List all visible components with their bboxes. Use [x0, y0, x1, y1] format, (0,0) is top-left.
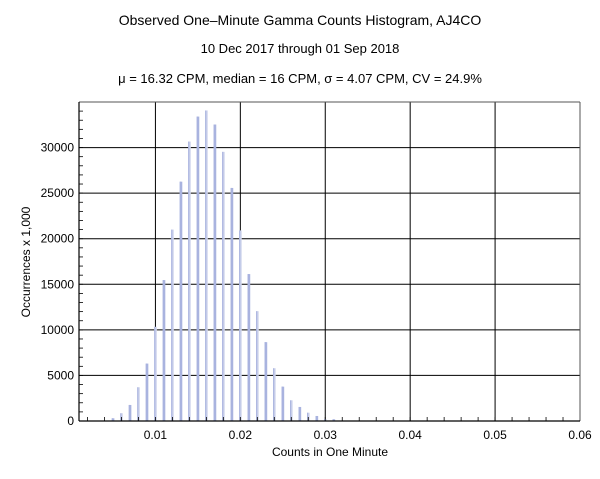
histogram-bar-edge	[273, 368, 275, 421]
histogram-bar	[298, 406, 302, 421]
histogram-bar-edge	[315, 415, 317, 421]
histogram-bar-edge	[128, 404, 130, 421]
histogram-bar-edge	[179, 181, 181, 421]
histogram-bar	[315, 415, 319, 421]
y-tick-label: 25000	[41, 186, 75, 200]
histogram-bar	[230, 187, 234, 421]
histogram-bar	[179, 181, 183, 421]
histogram-bar	[145, 363, 149, 421]
y-tick-label: 15000	[41, 277, 75, 291]
histogram-bar-edge	[120, 413, 122, 421]
histogram-bar	[213, 124, 217, 422]
histogram-bar	[162, 280, 166, 421]
histogram-bar	[222, 151, 225, 421]
x-tick-label: 0.03	[314, 428, 338, 442]
histogram-bar	[154, 326, 157, 421]
histogram-bar	[332, 419, 336, 421]
histogram-bar-edge	[281, 386, 283, 421]
histogram-bar	[239, 230, 242, 421]
y-tick-label: 0	[67, 414, 74, 428]
histogram-bar-edge	[213, 124, 215, 422]
histogram-bar-edge	[307, 412, 309, 421]
histogram-bar	[307, 412, 310, 421]
histogram-bar-edge	[162, 280, 164, 421]
histogram-bar	[111, 418, 115, 421]
x-tick-label: 0.02	[229, 428, 253, 442]
y-tick-label: 30000	[41, 141, 75, 155]
histogram-bar	[137, 387, 140, 421]
histogram-bar-edge	[264, 342, 266, 421]
histogram-bar	[196, 116, 200, 421]
y-tick-label: 20000	[41, 232, 75, 246]
histogram-bar-edge	[230, 187, 232, 421]
histogram-bar-edge	[256, 311, 258, 421]
histogram-bar-edge	[111, 418, 113, 421]
chart-title: Observed One–Minute Gamma Counts Histogr…	[118, 12, 482, 28]
y-tick-label: 10000	[41, 323, 75, 337]
histogram-bar-edge	[222, 151, 224, 421]
histogram-bar-edge	[332, 419, 334, 421]
histogram-bar	[205, 110, 208, 421]
histogram-bar-edge	[145, 363, 147, 421]
histogram-bar	[290, 400, 293, 421]
histogram-bar	[281, 386, 285, 421]
x-tick-label: 0.05	[483, 428, 507, 442]
histogram-bar-edge	[154, 326, 156, 421]
histogram-bar	[264, 342, 268, 421]
histogram-bar-edge	[239, 230, 241, 421]
x-tick-label: 0.01	[144, 428, 168, 442]
histogram-bar-edge	[171, 229, 173, 421]
histogram-bar-edge	[188, 141, 190, 421]
histogram-bar	[188, 141, 191, 421]
chart-subtitle: 10 Dec 2017 through 01 Sep 2018	[200, 41, 400, 56]
x-tick-label: 0.06	[568, 428, 592, 442]
histogram-bar	[256, 311, 259, 421]
histogram-bar	[247, 274, 251, 421]
histogram-bar-edge	[324, 418, 326, 421]
histogram-bar	[128, 404, 132, 421]
y-axis-label: Occurrences x 1,000	[19, 206, 33, 317]
histogram-bar-edge	[137, 387, 139, 421]
histogram-bar-edge	[247, 274, 249, 421]
x-tick-label: 0.04	[398, 428, 422, 442]
histogram-bar	[171, 229, 174, 421]
histogram-bar	[273, 368, 276, 421]
y-tick-label: 5000	[47, 368, 74, 382]
x-axis-label: Counts in One Minute	[272, 445, 388, 459]
stats-line: μ = 16.32 CPM, median = 16 CPM, σ = 4.07…	[118, 71, 482, 86]
histogram-bar-edge	[205, 110, 207, 421]
histogram-bar-edge	[290, 400, 292, 421]
histogram-bar-edge	[196, 116, 198, 421]
histogram-bar-edge	[298, 406, 300, 421]
